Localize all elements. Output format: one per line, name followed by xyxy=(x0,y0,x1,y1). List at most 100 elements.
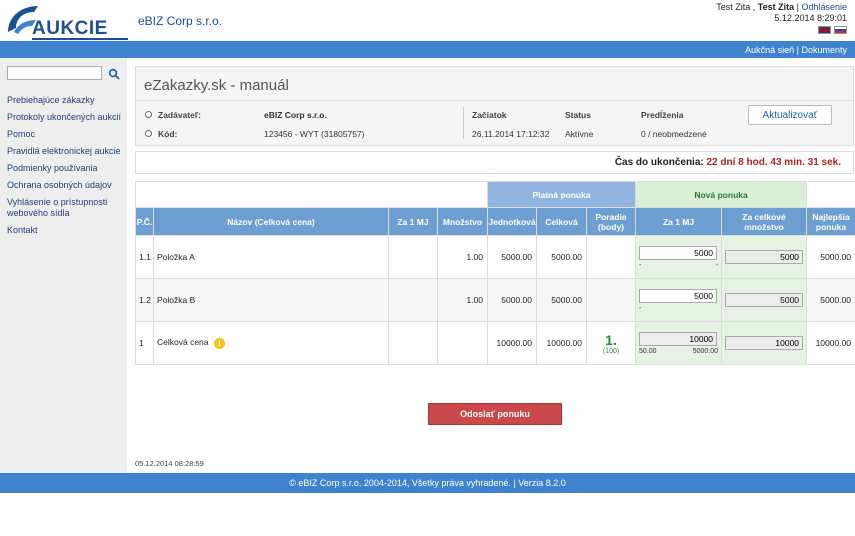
row-per-mj xyxy=(388,321,438,365)
row-name: Celková cena xyxy=(157,337,209,348)
logout-link[interactable]: Odhlásenie xyxy=(801,2,847,12)
extensions-label: Predĺženia xyxy=(641,110,684,120)
mini-right: - xyxy=(715,261,719,269)
company-name: eBIZ Corp s.r.o. xyxy=(138,14,223,28)
mini-left: - xyxy=(639,304,642,312)
rank-value: 1. xyxy=(605,331,617,348)
sidebar-item-privacy[interactable]: Ochrana osobných údajov xyxy=(7,180,112,190)
row-best: 5000.00 xyxy=(806,278,855,322)
user-name-bold: Test Zita xyxy=(757,2,795,12)
search-input[interactable] xyxy=(7,66,102,80)
row-qty: 1.00 xyxy=(437,235,488,279)
new-price-per-mj-input[interactable] xyxy=(639,288,718,303)
info-icon[interactable]: i xyxy=(213,337,225,349)
header-datetime: 5.12.2014 8:29:01 xyxy=(774,13,847,23)
col-header-total: Celková xyxy=(536,207,587,236)
bullet-icon xyxy=(145,111,152,118)
col-header-name: Názov (Celková cena) xyxy=(153,207,389,236)
kod-label: Kód: xyxy=(158,129,178,139)
row-total: 5000.00 xyxy=(536,235,587,279)
topbar-separator: | xyxy=(796,45,799,55)
logo-text: AUKCIE xyxy=(32,18,108,39)
new-total-field xyxy=(725,250,804,264)
new-total-price-field xyxy=(639,331,718,346)
row-best: 5000.00 xyxy=(806,235,855,279)
auction-hall-link[interactable]: Aukčná sieň xyxy=(745,45,795,55)
row-qty: 1.00 xyxy=(437,278,488,322)
panel-divider xyxy=(136,100,853,101)
extensions-value: 0 / neobmedzené xyxy=(641,129,707,139)
header: AUKCIE eBIZ Corp s.r.o. Test Zita , Test… xyxy=(0,0,855,40)
english-flag-icon[interactable] xyxy=(818,26,831,34)
page-timestamp: 05.12.2014 08:28:59 xyxy=(135,459,204,468)
sidebar-item-running-tenders[interactable]: Prebiehajúce zákazky xyxy=(7,95,95,105)
col-header-new-total-qty: Za celkové množstvo xyxy=(721,207,808,236)
row-new-per-mj-cell: - xyxy=(635,278,723,322)
row-name: Položka A xyxy=(153,235,389,279)
row-unit: 5000.00 xyxy=(487,235,537,279)
panel-vertical-divider xyxy=(463,107,464,139)
time-remaining-label: Čas do ukončenia: xyxy=(614,157,704,168)
footer: © eBIZ Corp s.r.o. 2004-2014, Všetky prá… xyxy=(0,473,855,493)
row-total: 5000.00 xyxy=(536,278,587,322)
send-offer-button[interactable]: Odoslať ponuku xyxy=(428,403,562,425)
group-header-blank xyxy=(135,181,488,208)
sidebar-item-terms[interactable]: Podmienky používania xyxy=(7,163,98,173)
sidebar-item-accessibility[interactable]: Vyhlásenie o prístupnosti webového sídla xyxy=(7,197,108,218)
col-header-pc: P.Č. xyxy=(135,207,154,236)
status-label: Status xyxy=(565,110,591,120)
col-header-per-mj: Za 1 MJ xyxy=(388,207,438,236)
sidebar-item-protocols[interactable]: Protokoly ukončených aukcií xyxy=(7,112,122,122)
new-total-field xyxy=(725,293,804,307)
group-header-blank xyxy=(806,181,855,208)
new-price-per-mj-input[interactable] xyxy=(639,245,718,260)
sidebar-item-rules[interactable]: Pravidlá elektronickej aukcie xyxy=(7,146,121,156)
row-pc: 1 xyxy=(135,321,154,365)
row-rank xyxy=(585,278,637,322)
row-new-total-cell xyxy=(721,278,808,322)
row-pc: 1.2 xyxy=(135,278,154,322)
row-unit: 10000.00 xyxy=(487,321,537,365)
user-name: Test Zita , xyxy=(716,2,756,12)
offer-table: Platná ponuka Nová ponuka P.Č. Názov (Ce… xyxy=(135,181,855,365)
main-content: eZakazky.sk - manuál Zadávateľ: eBIZ Cor… xyxy=(127,58,855,473)
rank-points: (100) xyxy=(602,347,620,355)
user-box: Test Zita , Test Zita | Odhlásenie 5.12.… xyxy=(716,2,847,34)
row-new-total-cell xyxy=(721,235,808,279)
mini-left: 50.00 xyxy=(639,347,657,355)
zadavatel-value: eBIZ Corp s.r.o. xyxy=(264,110,327,120)
table-row-total: 1 Celková cena i 10000.00 10000.00 1. (1… xyxy=(135,321,855,365)
col-header-unit: Jednotková xyxy=(487,207,537,236)
row-rank: 1. (100) xyxy=(585,321,637,365)
row-per-mj xyxy=(388,278,438,322)
row-pc: 1.1 xyxy=(135,235,154,279)
row-rank xyxy=(585,235,637,279)
row-per-mj xyxy=(388,235,438,279)
page-title: eZakazky.sk - manuál xyxy=(144,77,289,94)
row-total: 10000.00 xyxy=(536,321,587,365)
table-row: 1.1 Položka A 1.00 5000.00 5000.00 -- 50… xyxy=(135,235,855,279)
slovak-flag-icon[interactable] xyxy=(834,26,847,34)
col-header-qty: Množstvo xyxy=(437,207,488,236)
bullet-icon xyxy=(145,130,152,137)
kod-value: 123456 - WYT (31805757) xyxy=(264,129,365,139)
row-name-cell: Celková cena i xyxy=(153,321,389,365)
start-label: Začiatok xyxy=(472,110,507,120)
zadavatel-label: Zadávateľ: xyxy=(158,110,201,120)
documents-link[interactable]: Dokumenty xyxy=(801,45,847,55)
search-icon[interactable] xyxy=(108,68,120,80)
refresh-button[interactable]: Aktualizovať xyxy=(748,105,832,125)
aukcie-logo[interactable]: AUKCIE xyxy=(4,2,128,40)
group-header-valid-offer: Platná ponuka xyxy=(486,181,637,208)
sidebar-item-contact[interactable]: Kontakt xyxy=(7,225,38,235)
row-best: 10000.00 xyxy=(806,321,855,365)
auction-info-panel: eZakazky.sk - manuál Zadávateľ: eBIZ Cor… xyxy=(135,66,854,146)
start-value: 26.11.2014 17:12:32 xyxy=(472,129,550,139)
user-separator: | xyxy=(796,2,799,12)
sidebar-nav: Prebiehajúce zákazky Protokoly ukončenýc… xyxy=(7,95,122,242)
table-row: 1.2 Položka B 1.00 5000.00 5000.00 - 500… xyxy=(135,278,855,322)
row-new-per-mj-cell: -- xyxy=(635,235,723,279)
status-value: Aktívne xyxy=(565,129,594,139)
sidebar-item-help[interactable]: Pomoc xyxy=(7,129,36,139)
logo-e-icon xyxy=(8,6,38,34)
